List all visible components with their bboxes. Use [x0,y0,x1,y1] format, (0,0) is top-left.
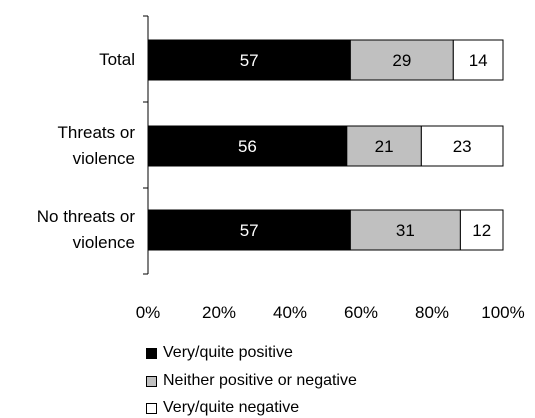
data-label: 12 [472,221,491,240]
legend-label: Very/quite positive [163,344,293,361]
legend-swatch [146,348,157,359]
legend-label: Very/quite negative [163,399,300,416]
bar-segment [147,209,351,251]
category-label-line: No threats or [36,207,135,226]
category-label-line: violence [72,233,135,252]
data-label: 23 [453,137,472,156]
bar-segment [452,39,504,81]
bar-segment [349,39,454,81]
data-label: 29 [392,51,411,70]
x-tick-label: 0% [136,303,161,322]
category-label-line: Threats or [57,123,135,142]
category-label: Total [0,47,135,73]
bar-segment [147,125,348,167]
legend-swatch [146,376,157,387]
legend-swatch [146,403,157,414]
x-tick-label: 60% [344,303,378,322]
bar-segment [459,209,504,251]
category-label: No threats or violence [0,204,135,256]
data-label: 56 [238,137,257,156]
category-label: Threats or violence [0,120,135,172]
data-label: 21 [375,137,394,156]
data-label: 57 [240,221,259,240]
bar-segment [147,39,351,81]
category-label-line: Total [99,50,135,69]
data-label: 57 [240,51,259,70]
x-tick-label: 80% [415,303,449,322]
data-label: 14 [469,51,488,70]
x-tick-label: 40% [273,303,307,322]
category-label-line: violence [72,149,135,168]
x-tick-label: 20% [202,303,236,322]
data-label: 31 [396,221,415,240]
x-tick-label: 100% [481,303,524,322]
legend-label: Neither positive or negative [163,372,357,389]
bar-segment [420,125,504,167]
